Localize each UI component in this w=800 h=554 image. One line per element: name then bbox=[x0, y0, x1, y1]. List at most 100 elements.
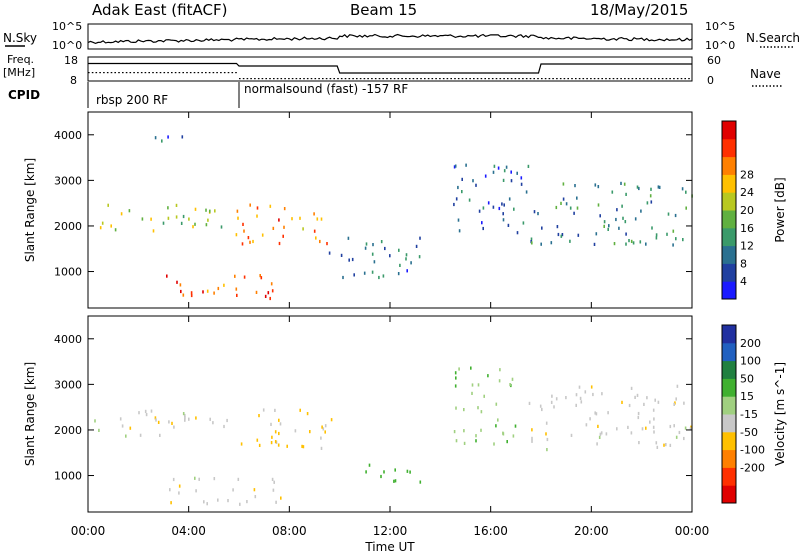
scatter-cell bbox=[690, 425, 692, 429]
scatter-cell bbox=[409, 470, 411, 474]
scatter-cell bbox=[545, 421, 548, 425]
nave-point bbox=[352, 78, 354, 80]
scatter-cell bbox=[371, 252, 374, 256]
scatter-cell bbox=[666, 232, 668, 236]
nave-point bbox=[356, 78, 358, 80]
nave-point bbox=[208, 72, 211, 74]
y-tick-label: 2000 bbox=[54, 220, 82, 233]
scatter-cell bbox=[585, 423, 588, 427]
scatter-cell bbox=[321, 425, 323, 429]
scatter-cell bbox=[167, 135, 169, 139]
scatter-cell bbox=[399, 263, 401, 267]
nave-point bbox=[522, 78, 524, 80]
nave-point bbox=[242, 78, 245, 80]
scatter-cell bbox=[168, 420, 170, 424]
scatter-cell bbox=[405, 257, 407, 261]
scatter-cell bbox=[138, 411, 140, 415]
scatter-cell bbox=[455, 439, 458, 443]
scatter-cell bbox=[499, 368, 501, 372]
velocity-ylabel: Slant Range [km] bbox=[23, 362, 37, 466]
scatter-cell bbox=[641, 427, 644, 431]
nave-point bbox=[605, 78, 607, 80]
nave-point bbox=[556, 78, 558, 80]
scatter-cell bbox=[255, 290, 258, 294]
scatter-cell bbox=[194, 222, 196, 226]
power-panel-frame bbox=[87, 111, 693, 309]
scatter-cell bbox=[259, 274, 261, 278]
freq-label-line1: Freq. bbox=[7, 53, 34, 66]
nave-point bbox=[390, 78, 392, 80]
nave-point bbox=[427, 78, 430, 80]
scatter-cell bbox=[681, 187, 684, 191]
scatter-cell bbox=[237, 477, 240, 481]
scatter-cell bbox=[167, 216, 170, 220]
nave-point bbox=[661, 78, 664, 80]
scatter-cell bbox=[182, 412, 185, 416]
nave-point bbox=[544, 78, 547, 80]
colorbar-swatch bbox=[722, 263, 736, 282]
scatter-cell bbox=[373, 260, 376, 264]
freq-strip-frame bbox=[87, 56, 693, 82]
scatter-cell bbox=[98, 428, 100, 432]
scatter-cell bbox=[457, 218, 460, 222]
nave-point bbox=[541, 78, 543, 80]
scatter-cell bbox=[313, 212, 315, 216]
scatter-cell bbox=[141, 217, 144, 221]
scatter-cell bbox=[685, 190, 687, 194]
scatter-cell bbox=[683, 401, 685, 405]
scatter-cell bbox=[405, 253, 408, 257]
nave-point bbox=[359, 78, 362, 80]
scatter-cell bbox=[592, 392, 594, 397]
scatter-cell bbox=[637, 415, 640, 420]
scatter-cell bbox=[322, 427, 325, 431]
nave-point bbox=[178, 72, 181, 74]
scatter-cell bbox=[463, 429, 465, 433]
scatter-cell bbox=[656, 445, 659, 449]
scatter-cell bbox=[274, 440, 277, 444]
scatter-cell bbox=[531, 436, 533, 440]
nave-point bbox=[182, 72, 184, 74]
nave-point bbox=[167, 72, 169, 74]
nave-point bbox=[280, 78, 283, 80]
scatter-cell bbox=[120, 212, 123, 216]
scatter-cell bbox=[599, 214, 601, 218]
nave-point bbox=[114, 72, 116, 74]
scatter-cell bbox=[214, 209, 216, 213]
scatter-cell bbox=[202, 290, 204, 294]
sky-tick-bottom: 10^0 bbox=[52, 39, 82, 52]
nave-point bbox=[480, 78, 483, 80]
nave-point bbox=[446, 78, 449, 80]
scatter-cell bbox=[663, 443, 665, 447]
scatter-cell bbox=[550, 400, 553, 404]
scatter-cell bbox=[320, 217, 323, 221]
scatter-cell bbox=[380, 240, 383, 244]
scatter-cell bbox=[170, 501, 172, 505]
scatter-cell bbox=[553, 405, 555, 409]
scatter-cell bbox=[326, 242, 328, 246]
nave-point bbox=[91, 72, 94, 74]
scatter-cell bbox=[475, 183, 477, 187]
scatter-cell bbox=[271, 435, 273, 439]
scatter-cell bbox=[551, 394, 553, 398]
scatter-cell bbox=[249, 203, 251, 207]
nave-point bbox=[163, 72, 166, 74]
scatter-cell bbox=[260, 276, 263, 280]
nave-point bbox=[597, 78, 600, 80]
scatter-cell bbox=[540, 242, 542, 246]
nave-point bbox=[106, 72, 109, 74]
scatter-cell bbox=[180, 221, 183, 225]
nave-point bbox=[276, 78, 279, 80]
colorbar-swatch bbox=[722, 449, 736, 468]
nave-point bbox=[329, 78, 332, 80]
time-x-axis: 00:00 04:00 08:00 12:00 16:00 20:00 00:00 bbox=[71, 112, 709, 538]
scatter-cell bbox=[637, 411, 640, 416]
nave-point bbox=[503, 78, 505, 80]
scatter-cell bbox=[406, 269, 408, 273]
scatter-cell bbox=[277, 443, 280, 447]
colorbar-swatch bbox=[722, 245, 736, 264]
power-colorbar: 4 8 12 16 20 24 28 bbox=[721, 120, 754, 300]
scatter-cell bbox=[654, 398, 656, 402]
scatter-cell bbox=[480, 410, 483, 414]
scatter-cell bbox=[475, 434, 477, 438]
nave-point bbox=[340, 78, 343, 80]
